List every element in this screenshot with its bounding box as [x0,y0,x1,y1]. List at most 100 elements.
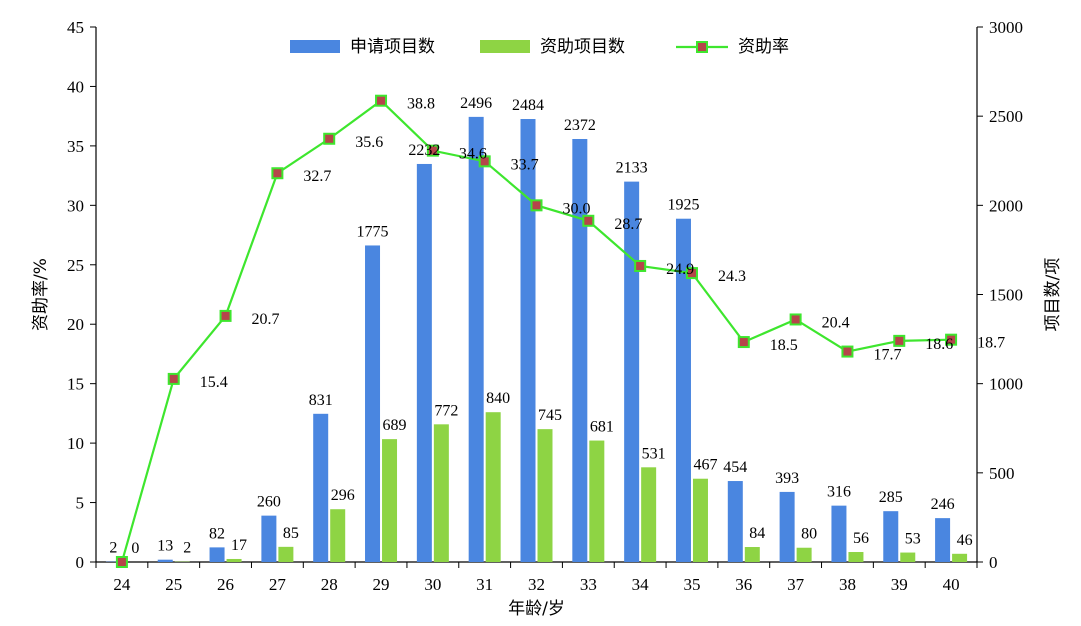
bar-label-applications: 82 [209,525,225,542]
bar-label-funded: 467 [693,457,717,474]
left-tick-label: 25 [67,256,84,275]
legend-label-applications: 申请项目数 [350,37,435,57]
rate-label: 24.9 [666,261,694,278]
bar-applications [157,559,173,562]
x-tick-label: 26 [217,575,234,594]
bar-label-funded: 689 [383,417,407,434]
rate-label: 24.3 [718,268,746,285]
x-tick-label: 34 [632,575,650,594]
bar-funded [589,440,605,562]
rate-label: 30.0 [563,200,591,217]
bar-applications [624,181,640,563]
rate-label: 32.7 [303,168,331,185]
bar-funded [641,467,657,562]
rate-marker [323,132,336,145]
bar-label-funded: 85 [283,525,299,542]
bar-label-applications: 2496 [460,95,492,112]
x-tick-label: 32 [528,575,545,594]
legend-swatch-funded [480,40,530,53]
x-tick-label: 30 [424,575,441,594]
left-tick-label: 45 [67,18,84,37]
rate-marker [685,267,698,280]
rate-label: 20.7 [252,311,280,328]
x-tick-label: 27 [269,575,287,594]
rate-label: 38.8 [407,96,435,113]
right-tick-label: 500 [989,464,1015,483]
legend-marker-rate [696,41,708,53]
rate-marker [530,199,543,212]
rate-label: 18.7 [977,335,1005,352]
right-tick-label: 1000 [989,375,1023,394]
left-tick-label: 40 [67,77,84,96]
rate-label: 18.5 [770,337,798,354]
bar-applications [520,119,536,563]
left-tick-label: 30 [67,196,84,215]
x-tick-label: 24 [113,575,131,594]
bar-funded [433,424,449,562]
rate-marker [478,155,491,168]
axes: 0510152025303540450500100015002000250030… [31,18,1063,619]
rate-label: 17.7 [873,347,901,364]
bar-label-funded: 46 [957,532,973,549]
x-tick-label: 40 [943,575,960,594]
x-tick-label: 25 [165,575,182,594]
bar-label-funded: 745 [538,407,562,424]
bar-applications [416,163,432,562]
bar-funded [226,558,242,562]
bar-label-funded: 53 [905,531,921,548]
rate-marker [375,94,388,107]
bar-funded [848,552,864,562]
legend-swatch-applications [290,40,340,53]
rate-label: 15.4 [200,374,228,391]
bar-label-applications: 2 [109,540,117,557]
left-tick-label: 0 [76,553,85,572]
rate-label: 35.6 [355,134,383,151]
bar-label-funded: 772 [434,402,458,419]
bar-label-applications: 1775 [357,223,389,240]
left-axis-title: 资助率/% [31,258,51,331]
right-tick-label: 0 [989,553,998,572]
x-tick-label: 35 [683,575,700,594]
rate-label: 33.7 [511,156,539,173]
bar-applications [675,218,691,563]
bar-applications [468,116,484,562]
bar-applications [261,515,277,562]
bar-label-applications: 2484 [512,97,544,114]
left-tick-label: 5 [76,494,85,513]
bar-funded [796,547,812,562]
bar-applications [313,413,329,562]
bar-label-funded: 17 [231,537,247,554]
rate-label: 18.6 [925,336,953,353]
bar-label-applications: 2372 [564,117,596,134]
bar-label-applications: 260 [257,494,281,511]
rate-marker [115,556,128,568]
bar-label-applications: 246 [931,496,955,513]
bar-label-applications: 2133 [616,160,648,177]
bar-applications [365,245,381,563]
rate-marker [737,336,750,349]
bar-applications [727,481,743,562]
rate-label: 34.6 [459,146,487,163]
rate-marker [582,214,595,227]
legend: 申请项目数 资助项目数 资助率 [290,37,789,57]
x-tick-label: 28 [321,575,338,594]
rate-label: 28.7 [614,216,642,233]
data-labels: 2 13 82 260 831 1775 2232 2496 2484 2372 2133 1925 4… [109,95,1005,557]
left-tick-label: 20 [67,315,84,334]
bar-funded [382,439,398,562]
bar-label-funded: 84 [749,525,765,542]
right-tick-label: 1500 [989,286,1023,305]
bar-label-funded: 56 [853,530,869,547]
rate-marker [634,259,647,272]
bar-applications [935,518,951,562]
x-tick-label: 31 [476,575,493,594]
bar-funded [330,509,346,562]
bar-label-applications: 454 [723,459,747,476]
right-tick-label: 2000 [989,196,1023,215]
bar-label-applications: 1925 [667,197,699,214]
bar-label-applications: 831 [309,392,333,409]
bar-label-applications: 2232 [408,142,440,159]
rate-marker [841,345,854,358]
legend-label-funded: 资助项目数 [540,37,625,57]
bar-applications [779,491,795,562]
